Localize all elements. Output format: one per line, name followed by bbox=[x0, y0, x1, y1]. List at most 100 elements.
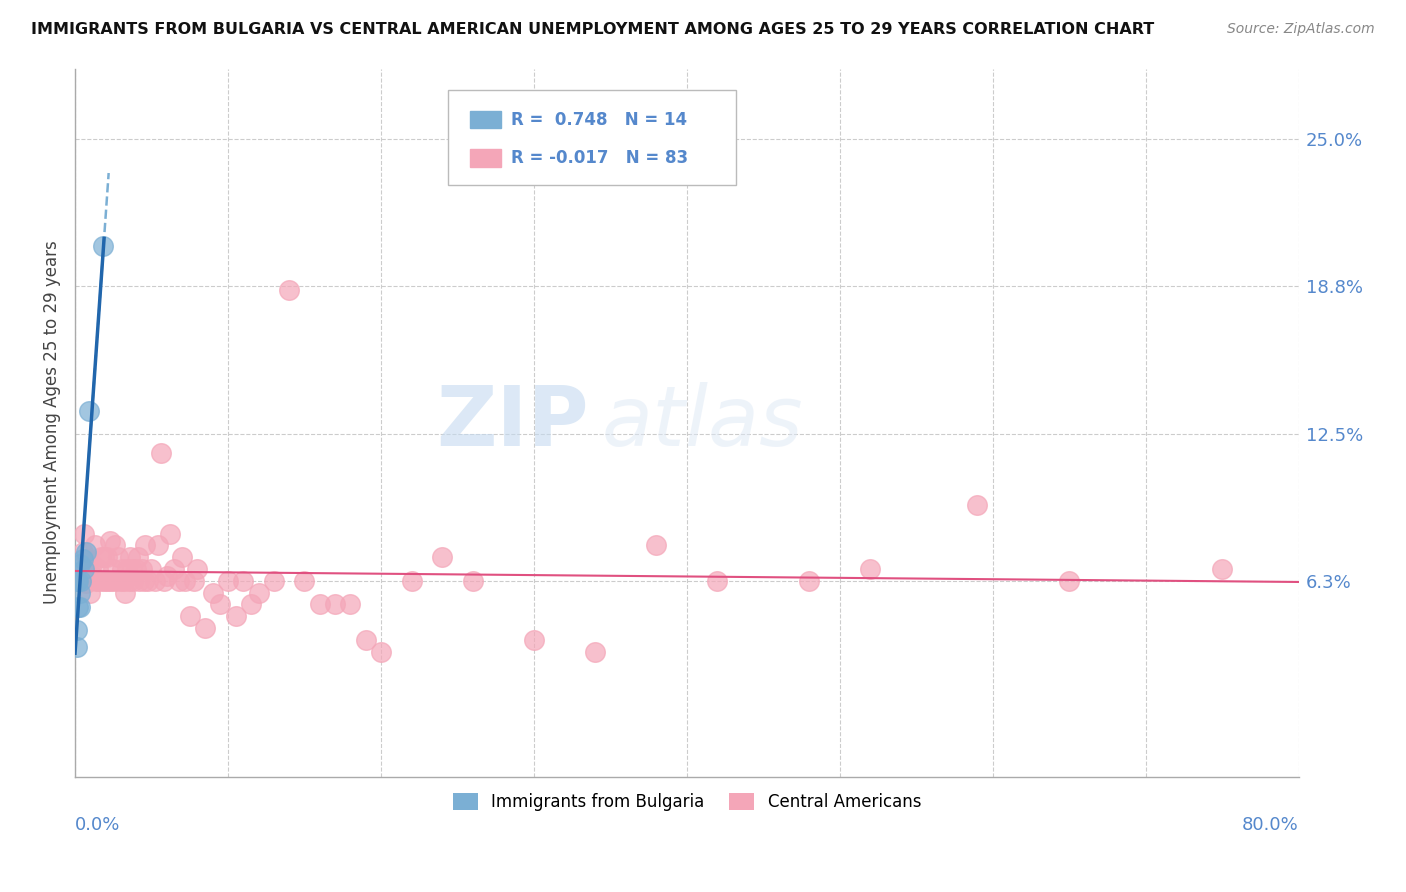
Point bbox=[217, 574, 239, 588]
Point bbox=[179, 609, 201, 624]
Point bbox=[72, 552, 94, 566]
Text: 80.0%: 80.0% bbox=[1241, 815, 1299, 833]
Text: R =  0.748   N = 14: R = 0.748 N = 14 bbox=[510, 111, 686, 128]
Text: atlas: atlas bbox=[602, 382, 803, 463]
Point bbox=[174, 574, 197, 588]
Point bbox=[69, 558, 91, 572]
Text: 0.0%: 0.0% bbox=[75, 815, 121, 833]
Point bbox=[401, 574, 423, 588]
Point bbox=[89, 574, 111, 588]
Point bbox=[73, 562, 96, 576]
Point bbox=[75, 545, 97, 559]
Point bbox=[111, 562, 134, 576]
Text: IMMIGRANTS FROM BULGARIA VS CENTRAL AMERICAN UNEMPLOYMENT AMONG AGES 25 TO 29 YE: IMMIGRANTS FROM BULGARIA VS CENTRAL AMER… bbox=[31, 22, 1154, 37]
Point bbox=[77, 569, 100, 583]
Point bbox=[115, 562, 138, 576]
FancyBboxPatch shape bbox=[449, 90, 735, 186]
Point bbox=[1211, 562, 1233, 576]
Point bbox=[159, 526, 181, 541]
Point bbox=[163, 562, 186, 576]
Point bbox=[69, 599, 91, 614]
Point bbox=[186, 562, 208, 576]
Point bbox=[152, 574, 174, 588]
Legend: Immigrants from Bulgaria, Central Americans: Immigrants from Bulgaria, Central Americ… bbox=[446, 787, 928, 818]
Point bbox=[120, 550, 142, 565]
Point bbox=[966, 498, 988, 512]
Point bbox=[183, 574, 205, 588]
Point bbox=[103, 562, 125, 576]
Point bbox=[122, 574, 145, 588]
Point bbox=[134, 538, 156, 552]
Point bbox=[70, 574, 93, 588]
Point bbox=[354, 632, 377, 647]
Point bbox=[97, 574, 120, 588]
Point bbox=[98, 533, 121, 548]
Point bbox=[225, 609, 247, 624]
Point bbox=[82, 569, 104, 583]
Bar bbox=[470, 149, 501, 167]
Point bbox=[430, 550, 453, 565]
Text: R = -0.017   N = 83: R = -0.017 N = 83 bbox=[510, 149, 688, 167]
Point bbox=[172, 550, 194, 565]
Point bbox=[107, 550, 129, 565]
Point bbox=[201, 585, 224, 599]
Point bbox=[112, 574, 135, 588]
Point bbox=[523, 632, 546, 647]
Point bbox=[67, 574, 90, 588]
Text: Source: ZipAtlas.com: Source: ZipAtlas.com bbox=[1227, 22, 1375, 37]
Point bbox=[209, 597, 232, 611]
Point bbox=[263, 574, 285, 588]
Point bbox=[583, 644, 606, 658]
Point bbox=[86, 574, 108, 588]
Point bbox=[294, 574, 316, 588]
Point bbox=[73, 526, 96, 541]
Point bbox=[105, 574, 128, 588]
Point bbox=[194, 621, 217, 635]
Point bbox=[75, 576, 97, 591]
Point bbox=[706, 574, 728, 588]
Point bbox=[308, 597, 330, 611]
Point bbox=[278, 284, 301, 298]
Point bbox=[461, 574, 484, 588]
Point bbox=[114, 585, 136, 599]
Point bbox=[117, 574, 139, 588]
Point bbox=[83, 538, 105, 552]
Point bbox=[100, 574, 122, 588]
Point bbox=[247, 585, 270, 599]
Point bbox=[370, 644, 392, 658]
Point bbox=[141, 562, 163, 576]
Point bbox=[72, 545, 94, 559]
Point bbox=[645, 538, 668, 552]
Point bbox=[90, 550, 112, 565]
Point bbox=[149, 446, 172, 460]
Point bbox=[110, 574, 132, 588]
Point bbox=[128, 574, 150, 588]
Point bbox=[65, 624, 87, 638]
Y-axis label: Unemployment Among Ages 25 to 29 years: Unemployment Among Ages 25 to 29 years bbox=[44, 241, 60, 605]
Point bbox=[104, 538, 127, 552]
Point bbox=[1057, 574, 1080, 588]
Point bbox=[131, 562, 153, 576]
Point bbox=[65, 574, 87, 588]
Point bbox=[93, 550, 115, 565]
Point bbox=[96, 550, 118, 565]
Point bbox=[156, 569, 179, 583]
Point bbox=[79, 585, 101, 599]
Point bbox=[91, 238, 114, 252]
Point bbox=[67, 599, 90, 614]
Point bbox=[76, 552, 98, 566]
Point bbox=[239, 597, 262, 611]
Point bbox=[91, 574, 114, 588]
Point bbox=[143, 574, 166, 588]
Point bbox=[69, 585, 91, 599]
Point bbox=[94, 574, 117, 588]
Point bbox=[146, 538, 169, 552]
Point bbox=[80, 558, 103, 572]
Point bbox=[127, 550, 149, 565]
Bar bbox=[470, 111, 501, 128]
Point bbox=[232, 574, 254, 588]
Point bbox=[87, 562, 110, 576]
Point bbox=[799, 574, 821, 588]
Point bbox=[77, 404, 100, 418]
Point bbox=[167, 574, 190, 588]
